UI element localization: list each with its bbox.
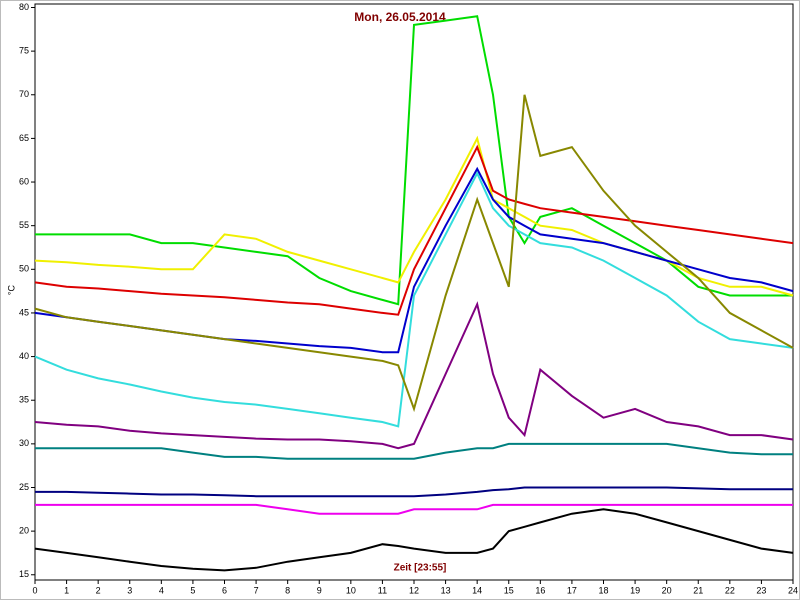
series-line <box>34 508 794 572</box>
x-tick-label: 7 <box>254 585 259 595</box>
x-tick-label: 16 <box>535 585 545 595</box>
series-line <box>34 144 794 316</box>
x-tick-label: 21 <box>693 585 703 595</box>
series-line <box>35 486 793 498</box>
y-tick-label: 50 <box>19 264 29 274</box>
chart-title: Mon, 26.05.2014 <box>354 10 446 24</box>
x-tick-label: 14 <box>472 585 482 595</box>
y-tick-label: 40 <box>19 351 29 361</box>
y-tick-label: 55 <box>19 220 29 230</box>
x-tick-label: 24 <box>788 585 798 595</box>
x-tick-label: 22 <box>725 585 735 595</box>
series-line <box>34 301 794 450</box>
x-tick-label: 18 <box>598 585 608 595</box>
y-tick-label: 25 <box>19 482 29 492</box>
x-tick-label: 12 <box>409 585 419 595</box>
series-line <box>35 15 793 306</box>
x-tick-label: 8 <box>285 585 290 595</box>
y-tick-label: 15 <box>19 569 29 579</box>
y-tick-label: 45 <box>19 307 29 317</box>
y-tick-label: 20 <box>19 526 29 536</box>
series-line <box>35 503 793 515</box>
y-tick-label: 75 <box>19 46 29 56</box>
y-tick-label: 35 <box>19 395 29 405</box>
x-tick-label: 20 <box>662 585 672 595</box>
series-line <box>34 171 794 428</box>
x-tick-label: 23 <box>756 585 766 595</box>
x-tick-label: 0 <box>32 585 37 595</box>
x-tick-label: 6 <box>222 585 227 595</box>
x-tick-label: 15 <box>504 585 514 595</box>
x-tick-label: 11 <box>378 585 387 595</box>
y-tick-label: 65 <box>19 133 29 143</box>
y-axis-label: °C <box>6 284 16 295</box>
x-tick-label: 13 <box>441 585 451 595</box>
y-tick-label: 70 <box>19 89 29 99</box>
x-tick-label: 4 <box>159 585 164 595</box>
x-tick-label: 5 <box>190 585 195 595</box>
x-axis-label: Zeit [23:55] <box>394 563 447 574</box>
x-tick-label: 9 <box>317 585 322 595</box>
x-tick-label: 17 <box>567 585 577 595</box>
x-tick-label: 10 <box>346 585 356 595</box>
series-line <box>35 442 793 460</box>
y-tick-label: 60 <box>19 176 29 186</box>
x-tick-label: 3 <box>127 585 132 595</box>
y-tick-label: 80 <box>19 2 29 12</box>
series-line <box>34 94 794 413</box>
x-tick-label: 2 <box>96 585 101 595</box>
y-tick-label: 30 <box>19 438 29 448</box>
x-tick-label: 1 <box>64 585 69 595</box>
x-tick-label: 19 <box>630 585 640 595</box>
